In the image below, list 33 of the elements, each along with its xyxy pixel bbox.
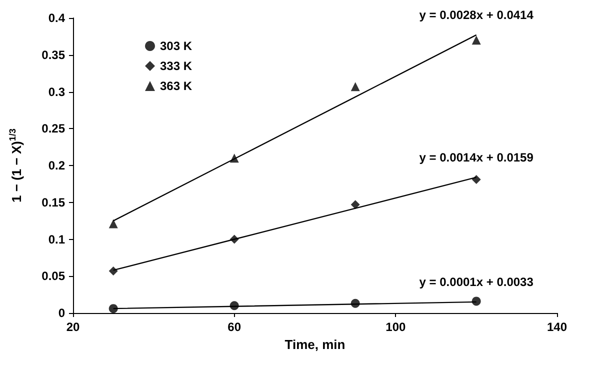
annotation: y = 0.0014x + 0.0159: [419, 150, 534, 164]
y-tick-label: 0: [58, 306, 66, 320]
y-tick-label: 0.3: [48, 84, 66, 99]
legend-label: 333 K: [160, 59, 192, 73]
x-tick-label: 140: [546, 320, 568, 334]
point: [230, 234, 239, 244]
y-axis-title: 1 − (1 − X)1/3: [8, 128, 24, 202]
y-tick-label: 0.1: [48, 232, 66, 246]
point: [472, 175, 481, 184]
point: [350, 82, 360, 92]
point: [108, 304, 118, 314]
legend-label: 363 K: [160, 79, 192, 93]
y-tick-label: 0.05: [42, 269, 66, 284]
point: [230, 301, 239, 310]
annotation: y = 0.0001x + 0.0033: [419, 274, 534, 289]
legend-label: 303 K: [160, 39, 192, 53]
point: [472, 296, 481, 306]
x-tick-label: 100: [386, 320, 406, 334]
point: [230, 154, 239, 163]
x-axis-title: Time, min: [284, 336, 346, 352]
point: [472, 36, 481, 45]
point: [350, 298, 360, 308]
y-tick-label: 0.35: [42, 48, 66, 62]
point: [108, 219, 118, 228]
point: [350, 200, 360, 210]
y-tick-label: 0.4: [48, 11, 66, 25]
y-tick-label: 0.25: [42, 122, 66, 136]
x-tick-label: 20: [66, 320, 80, 334]
y-tick-label: 0.2: [48, 158, 66, 172]
annotation: y = 0.0028x + 0.0414: [419, 8, 534, 22]
x-tick-label: 60: [228, 320, 242, 334]
point: [108, 266, 118, 276]
y-tick-label: 0.15: [42, 195, 66, 210]
